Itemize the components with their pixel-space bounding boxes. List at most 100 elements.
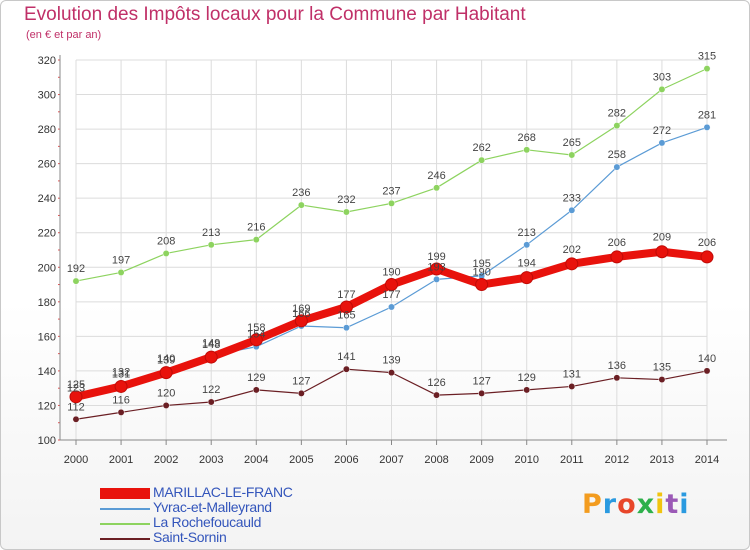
data-point xyxy=(252,236,260,244)
data-point xyxy=(207,241,215,249)
data-point xyxy=(117,269,125,276)
data-label: 125 xyxy=(67,379,85,391)
data-point xyxy=(430,262,444,276)
data-point xyxy=(388,369,395,377)
data-label: 209 xyxy=(653,232,671,244)
data-point xyxy=(433,275,441,283)
data-point xyxy=(252,386,260,394)
data-label: 206 xyxy=(698,237,716,249)
data-point xyxy=(162,402,170,409)
data-point xyxy=(703,65,711,73)
legend-label: La Rochefoucauld xyxy=(153,514,262,530)
data-point xyxy=(117,408,125,416)
data-label: 213 xyxy=(202,227,220,239)
data-label: 122 xyxy=(202,384,220,396)
data-point xyxy=(204,350,218,364)
legend-label: Saint-Sornin xyxy=(153,529,227,545)
data-label: 139 xyxy=(157,355,175,367)
data-point xyxy=(700,250,714,264)
data-label: 268 xyxy=(518,132,536,144)
data-label: 190 xyxy=(472,267,490,279)
data-label: 233 xyxy=(563,192,581,204)
data-point xyxy=(568,206,576,214)
data-label: 281 xyxy=(698,109,716,121)
data-label: 192 xyxy=(67,263,85,275)
x-tick-label: 2013 xyxy=(650,454,674,466)
data-point xyxy=(339,300,353,314)
data-label: 237 xyxy=(382,185,400,197)
data-label: 282 xyxy=(608,108,626,120)
data-point xyxy=(520,271,534,285)
data-label: 177 xyxy=(337,289,355,301)
data-point xyxy=(69,390,83,404)
data-point xyxy=(297,201,305,209)
y-tick-label: 200 xyxy=(38,262,56,274)
y-tick-label: 320 xyxy=(38,55,56,67)
data-label: 158 xyxy=(247,322,265,334)
data-label: 129 xyxy=(247,372,265,384)
y-tick-label: 300 xyxy=(38,90,56,102)
x-tick-labels: 2000 2001 2002 2003 2004 2005 2006 2007 2008 2009… xyxy=(64,454,719,466)
data-point xyxy=(72,277,80,285)
data-point xyxy=(433,391,441,399)
data-label: 193 xyxy=(427,261,445,273)
data-label: 206 xyxy=(608,237,626,249)
y-tick-labels: 100 120 140 160 180 200 220 240 260 280 300 320 xyxy=(38,55,56,447)
data-label: 216 xyxy=(247,222,265,234)
data-point xyxy=(478,156,486,164)
data-label: 136 xyxy=(608,360,626,372)
legend-swatch xyxy=(100,508,150,510)
data-label: 272 xyxy=(653,125,671,137)
axes xyxy=(58,55,727,445)
data-point xyxy=(613,374,621,382)
data-label: 213 xyxy=(518,227,536,239)
data-label: 202 xyxy=(563,244,581,256)
data-point xyxy=(433,184,441,192)
data-point xyxy=(114,379,128,393)
y-tick-label: 160 xyxy=(38,331,56,343)
data-point xyxy=(613,163,621,171)
data-label: 148 xyxy=(202,339,220,351)
data-label: 126 xyxy=(427,377,445,389)
data-point xyxy=(523,386,531,394)
data-label: 236 xyxy=(292,187,310,199)
chart-title: Evolution des Impôts locaux pour la Comm… xyxy=(24,4,526,25)
data-label: 177 xyxy=(382,289,400,301)
data-label: 232 xyxy=(337,194,355,206)
data-label: 197 xyxy=(112,254,130,266)
data-label: 199 xyxy=(427,251,445,263)
data-point xyxy=(342,324,350,332)
series-points xyxy=(69,65,714,423)
proxiti-logo: Proxiti xyxy=(582,489,690,520)
data-point xyxy=(523,146,531,154)
data-point xyxy=(658,85,666,93)
x-tick-label: 2009 xyxy=(469,454,493,466)
data-label: 140 xyxy=(698,353,716,365)
data-point xyxy=(568,151,576,159)
chart-subtitle: (en € et par an) xyxy=(26,29,102,41)
data-label: 132 xyxy=(112,367,130,379)
data-point xyxy=(610,250,624,264)
x-tick-label: 2006 xyxy=(334,454,358,466)
data-point xyxy=(207,398,215,406)
data-point xyxy=(388,199,395,207)
data-point xyxy=(342,365,350,373)
data-point xyxy=(385,278,398,292)
data-label: 246 xyxy=(427,170,445,182)
data-point xyxy=(159,366,173,380)
legend-label: Yvrac-et-Malleyrand xyxy=(153,499,272,515)
x-tick-label: 2003 xyxy=(199,454,223,466)
data-label: 169 xyxy=(292,303,310,315)
x-tick-label: 2005 xyxy=(289,454,313,466)
y-tick-label: 260 xyxy=(38,159,56,171)
x-tick-label: 2007 xyxy=(379,454,403,466)
data-label: 262 xyxy=(472,142,490,154)
y-tick-label: 180 xyxy=(38,297,56,309)
data-label: 190 xyxy=(382,267,400,279)
data-labels: 192 197 208 213 216 236 232 237 246 262 268 265 282 3… xyxy=(67,51,716,414)
data-point xyxy=(478,389,486,397)
data-label: 120 xyxy=(157,387,175,399)
y-tick-label: 220 xyxy=(38,228,56,240)
